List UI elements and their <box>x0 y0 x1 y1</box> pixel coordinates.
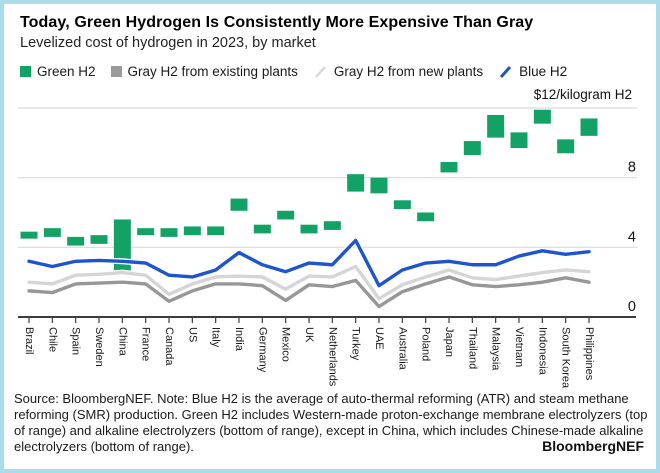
legend-label: Gray H2 from new plants <box>333 64 484 79</box>
source-note: Source: BloombergNEF. Note: Blue H2 is t… <box>14 391 648 454</box>
y-tick-label-4: 4 <box>628 229 636 245</box>
x-tick-label-poland: Poland <box>420 327 432 361</box>
green-range-bar-thailand <box>463 141 481 156</box>
x-tick-label-mexico: Mexico <box>280 327 292 362</box>
x-tick-label-turkey: Turkey <box>350 327 362 361</box>
green-range-bar-turkey <box>347 174 365 192</box>
x-tick-label-brazil: Brazil <box>23 327 35 355</box>
x-tick-label-malaysia: Malaysia <box>490 327 502 371</box>
y-tick-label-0: 0 <box>628 299 636 315</box>
x-tick-label-india: India <box>233 327 245 352</box>
x-tick-label-indonesia: Indonesia <box>536 327 548 376</box>
green-range-bar-italy <box>207 226 225 236</box>
x-tick-label-italy: Italy <box>210 327 222 348</box>
green-range-bar-vietnam <box>510 132 528 149</box>
x-tick-label-philippines: Philippines <box>583 327 595 381</box>
legend-label: Green H2 <box>37 64 96 79</box>
x-tick-label-germany: Germany <box>256 327 268 373</box>
green-range-bar-spain <box>67 236 85 246</box>
green-range-bar-brazil <box>20 231 38 239</box>
legend-item-blue-h2: Blue H2 <box>498 64 567 79</box>
x-tick-label-sweden: Sweden <box>93 327 105 367</box>
x-tick-label-south-korea: South Korea <box>560 327 572 389</box>
green-range-bar-uae <box>370 177 388 194</box>
green-range-bar-india <box>230 198 248 211</box>
green-range-bar-germany <box>253 224 271 234</box>
x-tick-label-uae: UAE <box>373 327 385 350</box>
x-tick-label-chile: Chile <box>46 327 58 352</box>
legend-item-gray-h2-from-existing-plants: Gray H2 from existing plants <box>110 64 298 79</box>
legend-item-gray-h2-from-new-plants: Gray H2 from new plants <box>313 64 483 79</box>
green-range-bar-japan <box>440 161 458 173</box>
green-range-bar-malaysia <box>487 114 505 138</box>
chart-plot: 0 4 8 Brazil Chile Spain Sweden China France Cana… <box>18 107 637 389</box>
legend-label: Gray H2 from existing plants <box>127 64 298 79</box>
green-range-bar-canada <box>160 228 178 237</box>
x-tick-label-us: US <box>186 327 198 342</box>
x-tick-label-uk: UK <box>303 327 315 343</box>
green-range-bar-indonesia <box>533 109 551 124</box>
green-range-bar-poland <box>417 212 435 222</box>
brand-logo: BloombergNEF <box>542 438 644 454</box>
green-range-bar-netherlands <box>323 221 341 230</box>
y-axis-unit-label: $12/kilogram H2 <box>533 87 632 102</box>
x-tick-label-canada: Canada <box>163 327 175 366</box>
x-tick-label-japan: Japan <box>443 327 455 357</box>
x-tick-label-china: China <box>116 327 128 357</box>
legend-slash-icon <box>314 65 326 78</box>
x-tick-label-thailand: Thailand <box>466 327 478 369</box>
green-range-bar-france <box>137 228 155 236</box>
legend-slash-icon <box>500 65 512 78</box>
green-range-bar-china <box>113 219 131 274</box>
y-tick-label-8: 8 <box>628 160 636 176</box>
x-tick-label-spain: Spain <box>70 327 82 355</box>
green-range-bar-us <box>183 226 201 236</box>
legend: Green H2 Gray H2 from existing plants Gray… <box>20 64 650 79</box>
green-range-bar-sweden <box>90 235 108 244</box>
legend-label: Blue H2 <box>519 64 568 79</box>
x-tick-label-australia: Australia <box>396 327 408 371</box>
legend-item-green-h2: Green H2 <box>20 64 96 79</box>
legend-square-icon <box>20 66 31 77</box>
green-range-bar-uk <box>300 224 318 234</box>
green-range-bar-philippines <box>580 118 598 136</box>
green-range-bar-chile <box>43 228 61 237</box>
legend-square-icon <box>110 66 122 77</box>
line-gray-h2-from-new-plants <box>27 264 591 301</box>
line-blue-h2 <box>27 238 591 288</box>
green-range-bar-mexico <box>277 210 295 220</box>
green-range-bar-australia <box>393 200 411 210</box>
line-gray-h2-from-existing-plants <box>27 275 591 309</box>
x-tick-label-netherlands: Netherlands <box>326 327 338 387</box>
chart-title: Today, Green Hydrogen Is Consistently Mo… <box>20 14 534 31</box>
x-tick-label-vietnam: Vietnam <box>513 327 525 367</box>
chart-subtitle: Levelized cost of hydrogen in 2023, by m… <box>20 35 316 51</box>
green-range-bar-south-korea <box>557 139 575 154</box>
x-tick-label-france: France <box>140 327 152 361</box>
